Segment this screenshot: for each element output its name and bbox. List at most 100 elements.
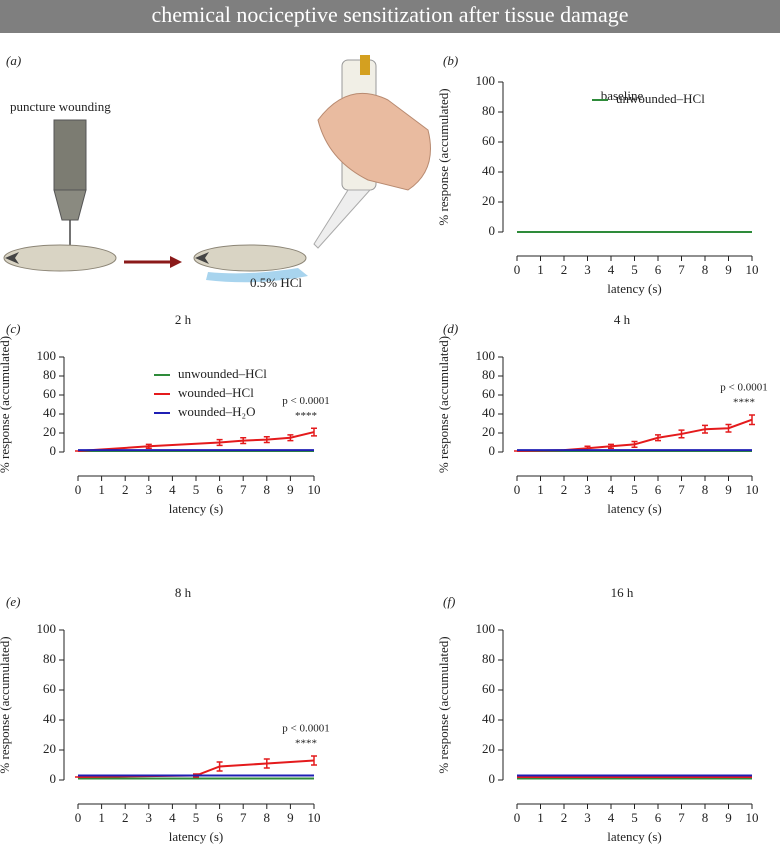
error-cap: [263, 758, 270, 769]
x-tick-label: 1: [98, 482, 105, 497]
error-cap: [287, 434, 294, 442]
x-tick-label: 10: [308, 810, 321, 825]
y-tick-label: 80: [482, 367, 495, 382]
x-tick-label: 8: [264, 810, 271, 825]
y-tick-label: 20: [482, 741, 495, 756]
x-tick-label: 3: [146, 482, 153, 497]
annotation: p < 0.0001: [720, 381, 767, 393]
y-tick-label: 20: [43, 741, 56, 756]
error-cap: [311, 427, 317, 437]
error-cap: [216, 438, 223, 447]
x-tick-label: 7: [240, 482, 247, 497]
x-tick-label: 3: [584, 482, 591, 497]
panel-label: (c): [6, 321, 20, 336]
x-tick-label: 1: [537, 810, 544, 825]
x-tick-label: 10: [746, 810, 759, 825]
y-tick-label: 60: [482, 681, 495, 696]
x-tick-label: 6: [216, 482, 223, 497]
x-tick-label: 6: [216, 810, 223, 825]
larva-head: [5, 252, 19, 264]
annotation: p < 0.0001: [282, 395, 329, 407]
y-tick-label: 40: [482, 711, 495, 726]
y-tick-label: 60: [43, 681, 56, 696]
y-tick-label: 40: [482, 405, 495, 420]
x-tick-label: 10: [746, 262, 759, 277]
x-tick-label: 3: [584, 262, 591, 277]
illustration: (a) puncture wounding 0.5% HCl: [3, 53, 431, 290]
x-tick-label: 9: [725, 810, 732, 825]
error-cap: [193, 773, 199, 778]
error-cap: [702, 424, 708, 434]
x-tick-label: 5: [193, 482, 200, 497]
x-tick-label: 7: [240, 810, 247, 825]
y-tick-label: 20: [482, 424, 495, 439]
arrow-head: [170, 256, 182, 268]
pipette-button: [360, 55, 370, 75]
y-tick-label: 20: [43, 424, 56, 439]
x-tick-label: 0: [75, 482, 82, 497]
legend-label: wounded–H₂O: [178, 404, 255, 419]
y-tick-label: 40: [43, 711, 56, 726]
step-label: 0.5% HCl: [250, 275, 302, 290]
y-tick-label: 40: [43, 405, 56, 420]
x-tick-label: 0: [75, 810, 82, 825]
x-tick-label: 4: [608, 262, 615, 277]
x-tick-label: 7: [678, 482, 685, 497]
error-cap: [216, 761, 223, 772]
y-axis-label: % response (accumulated): [436, 636, 451, 773]
x-tick-label: 0: [514, 810, 521, 825]
x-tick-label: 8: [264, 482, 271, 497]
y-axis-label: % response (accumulated): [436, 88, 451, 225]
y-tick-label: 100: [476, 621, 496, 636]
x-tick-label: 3: [584, 810, 591, 825]
x-tick-label: 8: [702, 810, 709, 825]
y-axis-label: % response (accumulated): [0, 636, 12, 773]
annotation: ****: [733, 396, 755, 408]
x-tick-label: 1: [537, 262, 544, 277]
legend-label: unwounded–HCl: [178, 366, 267, 381]
y-tick-label: 20: [482, 193, 495, 208]
legend-label: wounded–HCl: [178, 385, 254, 400]
x-tick-label: 5: [631, 262, 638, 277]
y-tick-label: 60: [43, 386, 56, 401]
x-tick-label: 4: [169, 810, 176, 825]
annotation: p < 0.0001: [282, 723, 329, 735]
legend-label: unwounded–HCl: [616, 91, 705, 106]
y-tick-label: 80: [43, 367, 56, 382]
x-axis-label: latency (s): [169, 829, 224, 844]
y-tick-label: 0: [489, 443, 496, 458]
error-cap: [725, 423, 732, 433]
chart-title: 2 h: [175, 312, 192, 327]
figure-title: chemical nociceptive sensitization after…: [151, 2, 628, 27]
error-cap: [311, 755, 317, 766]
step-label: puncture wounding: [10, 99, 111, 114]
x-tick-label: 5: [193, 810, 200, 825]
x-tick-label: 5: [631, 810, 638, 825]
header-bar: [0, 0, 780, 33]
error-cap: [749, 414, 755, 426]
y-tick-label: 0: [50, 443, 57, 458]
needle-holder: [53, 119, 87, 191]
y-tick-label: 80: [482, 651, 495, 666]
x-tick-label: 2: [561, 482, 568, 497]
chart-title: 8 h: [175, 585, 192, 600]
error-cap: [631, 440, 638, 448]
x-tick-label: 10: [746, 482, 759, 497]
x-tick-label: 2: [122, 810, 129, 825]
y-tick-label: 60: [482, 133, 495, 148]
y-tick-label: 0: [489, 223, 496, 238]
y-tick-label: 0: [50, 771, 57, 786]
error-cap: [678, 429, 685, 439]
chart-title: baseline: [601, 88, 644, 103]
error-cap: [145, 443, 152, 449]
x-tick-label: 6: [655, 262, 662, 277]
panel-label: (f): [443, 594, 455, 609]
error-cap: [655, 434, 661, 442]
larva: [3, 244, 117, 272]
y-axis-label: % response (accumulated): [436, 336, 451, 473]
x-tick-label: 2: [561, 810, 568, 825]
panel-label: (b): [443, 53, 458, 68]
x-tick-label: 9: [287, 810, 294, 825]
x-tick-label: 8: [702, 262, 709, 277]
chart-title: 4 h: [614, 312, 631, 327]
